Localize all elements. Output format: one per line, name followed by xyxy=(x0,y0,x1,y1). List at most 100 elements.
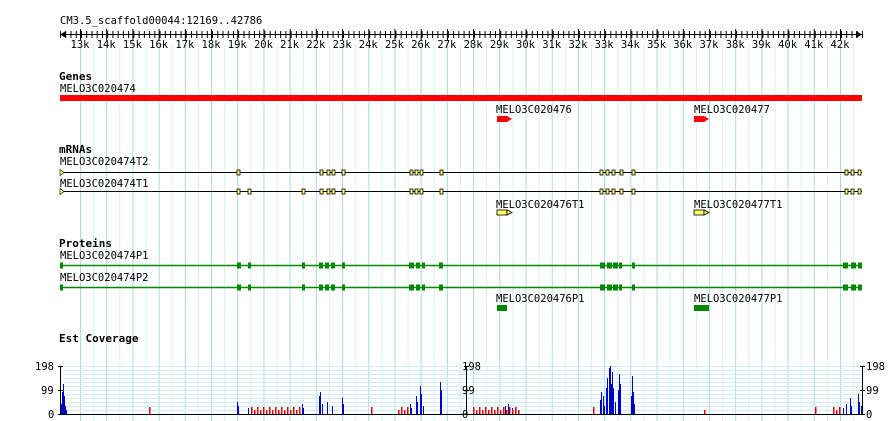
mrna-MELO3C020474T1-exon xyxy=(844,188,849,195)
mrna-MELO3C020474T1-exon xyxy=(439,188,444,195)
est-coverage-bar xyxy=(322,404,323,414)
protein-MELO3C020474P1-block xyxy=(248,262,251,269)
protein-MELO3C020474P1-block xyxy=(60,262,63,269)
est-coverage-red-bar xyxy=(512,410,514,414)
mrna-MELO3C020474T1-exon xyxy=(331,188,336,195)
est-coverage-red-bar xyxy=(506,410,508,414)
mrna-MELO3C020474T2-exon xyxy=(611,169,616,176)
mrna-MELO3C020474T1-exon xyxy=(631,188,636,195)
ruler-tick-label: 23k xyxy=(333,39,353,51)
mrnas-track xyxy=(59,168,862,216)
est-coverage-bar xyxy=(846,404,847,414)
mrna-label-MELO3C020474T2[interactable]: MELO3C020474T2 xyxy=(60,156,149,168)
protein-MELO3C020474P2-block xyxy=(632,284,635,291)
protein-MELO3C020474P1-block xyxy=(342,262,345,269)
est-coverage-red-bar xyxy=(593,407,595,414)
est-coverage-red-bar xyxy=(251,407,253,414)
est-coverage-bar xyxy=(610,366,611,414)
protein-MELO3C020474P2-block xyxy=(416,284,420,291)
mrna-MELO3C020476T1-arrow xyxy=(506,209,513,216)
mrna-MELO3C020474T2-exon xyxy=(414,169,419,176)
ruler-tick-label: 36k xyxy=(673,39,693,51)
est-coverage-bar xyxy=(421,394,422,414)
mrna-MELO3C020474T1-exon xyxy=(341,188,346,195)
mrna-MELO3C020474T1-exon xyxy=(850,188,855,195)
gene-bar-MELO3C020474[interactable] xyxy=(60,95,862,101)
est-coverage-red-bar xyxy=(269,407,271,414)
gene-label-MELO3C020477[interactable]: MELO3C020477 xyxy=(694,104,770,116)
est-coverage-bar xyxy=(858,394,859,414)
gene-label-MELO3C020474[interactable]: MELO3C020474 xyxy=(60,83,136,95)
est-coverage-bar xyxy=(302,404,303,414)
est-scale-max: 198 xyxy=(35,361,54,373)
est-coverage-bar xyxy=(601,392,602,414)
protein-MELO3C020474P1-block xyxy=(843,262,848,269)
mrna-MELO3C020474T2-exon xyxy=(419,169,424,176)
est-coverage-bar xyxy=(612,372,613,414)
mrna-MELO3C020474T2-exon xyxy=(631,169,636,176)
est-coverage-bar xyxy=(851,406,852,414)
est-coverage-red-bar xyxy=(278,410,280,414)
protein-MELO3C020474P1-block xyxy=(237,262,241,269)
mrna-MELO3C020477T1-arrow xyxy=(703,209,710,216)
ruler-tick-label: 13k xyxy=(71,39,91,51)
protein-MELO3C020474P2-block xyxy=(409,284,414,291)
est-coverage-red-bar xyxy=(491,407,493,414)
est-coverage-red-bar xyxy=(299,407,301,414)
protein-label-MELO3C020474P1[interactable]: MELO3C020474P1 xyxy=(60,250,149,262)
mrna-label-MELO3C020477T1[interactable]: MELO3C020477T1 xyxy=(694,199,783,211)
est-coverage-bar xyxy=(609,368,610,414)
mrna-MELO3C020474T2-exon xyxy=(850,169,855,176)
protein-MELO3C020474P1-block xyxy=(416,262,420,269)
gene-label-MELO3C020476[interactable]: MELO3C020476 xyxy=(496,104,572,116)
est-coverage-bar xyxy=(631,396,632,414)
est-coverage-red-bar xyxy=(404,410,406,414)
protein-label-MELO3C020476P1[interactable]: MELO3C020476P1 xyxy=(496,293,585,305)
est-coverage-bar xyxy=(604,406,605,414)
ruler-tick-label: 18k xyxy=(202,39,222,51)
ruler-tick-label: 29k xyxy=(490,39,510,51)
protein-label-MELO3C020474P2[interactable]: MELO3C020474P2 xyxy=(60,272,149,284)
proteins-header: Proteins xyxy=(59,237,112,250)
mrna-label-MELO3C020476T1[interactable]: MELO3C020476T1 xyxy=(496,199,585,211)
mrna-MELO3C020474T1-exon xyxy=(409,188,414,195)
protein-MELO3C020474P2-block xyxy=(319,284,323,291)
est-coverage-red-bar xyxy=(839,407,841,414)
protein-MELO3C020474P1-block xyxy=(302,262,305,269)
est-scale-min-2: 0 xyxy=(462,409,469,421)
gene-arrow-MELO3C020477[interactable] xyxy=(694,116,709,122)
mrna-MELO3C020474T1-exon xyxy=(319,188,324,195)
protein-MELO3C020474P1-block xyxy=(331,262,335,269)
est-coverage-bar xyxy=(632,376,633,414)
est-coverage-red-bar xyxy=(494,410,496,414)
protein-MELO3C020474P2-block xyxy=(237,284,241,291)
est-coverage-bar xyxy=(63,384,64,414)
est-scale-min: 0 xyxy=(48,409,55,421)
gene-arrow-MELO3C020476[interactable] xyxy=(497,116,512,122)
est-scale-mid-3: 99 xyxy=(866,385,879,397)
est-coverage-bar xyxy=(606,388,607,414)
mrna-MELO3C020474T1-exon xyxy=(599,188,604,195)
est-coverage-bar xyxy=(618,390,619,414)
est-coverage-bar xyxy=(850,398,851,414)
est-coverage-red-bar xyxy=(263,407,265,414)
est-coverage-bar xyxy=(332,406,333,414)
mrna-label-MELO3C020474T1[interactable]: MELO3C020474T1 xyxy=(60,178,149,190)
est-coverage-red-bar xyxy=(518,410,520,414)
est-scale-mid-2: 99 xyxy=(462,385,475,397)
protein-label-MELO3C020477P1[interactable]: MELO3C020477P1 xyxy=(694,293,783,305)
est-scale-mid: 99 xyxy=(41,385,54,397)
protein-MELO3C020474P2-block xyxy=(325,284,329,291)
protein-MELO3C020474P2-block xyxy=(843,284,848,291)
est-coverage-bar xyxy=(440,382,441,414)
est-coverage-bar xyxy=(343,404,344,414)
est-coverage-bar xyxy=(237,402,238,414)
protein-MELO3C020474P2-block xyxy=(600,284,605,291)
est-coverage-red-bar xyxy=(281,407,283,414)
ruler-tick-label: 22k xyxy=(306,39,326,51)
protein-MELO3C020474P2-block xyxy=(331,284,335,291)
protein-MELO3C020474P2-block xyxy=(439,284,443,291)
est-coverage-red-bar xyxy=(257,407,259,414)
position-ruler[interactable]: 13k 14k 15k 16k 17k 18k 19k 20k 21k 22k 23k 24k 25k 2… xyxy=(60,29,863,51)
protein-MELO3C020474P1-block xyxy=(325,262,329,269)
